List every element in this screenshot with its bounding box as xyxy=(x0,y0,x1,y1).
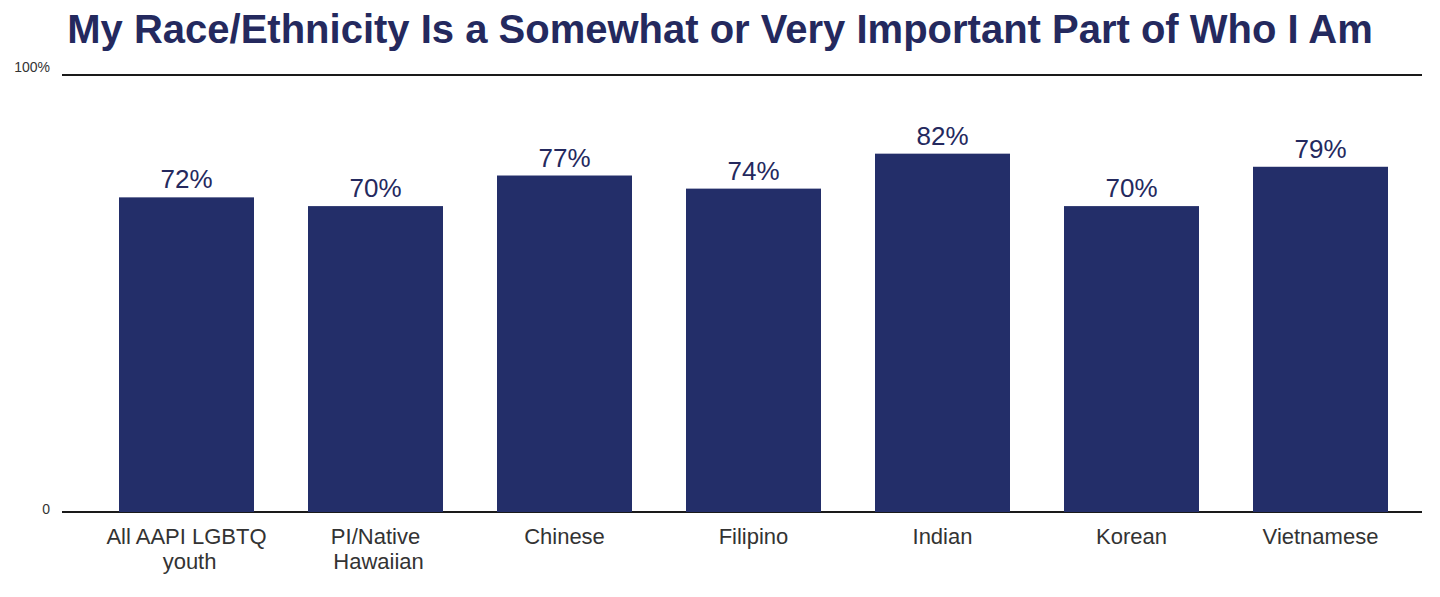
data-label: 77% xyxy=(538,143,590,173)
category-label: Filipino xyxy=(719,524,789,549)
bar xyxy=(686,189,821,512)
bar xyxy=(497,176,632,512)
category-label-line: Korean xyxy=(1096,524,1167,549)
bars xyxy=(119,154,1388,512)
title: My Race/Ethnicity Is a Somewhat or Very … xyxy=(67,7,1372,51)
category-label-line: Filipino xyxy=(719,524,789,549)
category-label: Indian xyxy=(913,524,973,549)
grid-line xyxy=(62,74,1422,76)
data-label: 72% xyxy=(160,164,212,194)
category-label-line: Hawaiian xyxy=(327,549,424,574)
category-label-line: PI/Native xyxy=(331,524,420,549)
category-label-line: All AAPI LGBTQ xyxy=(106,524,266,549)
bar xyxy=(308,206,443,512)
bar xyxy=(119,197,254,512)
bar xyxy=(875,154,1010,512)
chart: My Race/Ethnicity Is a Somewhat or Very … xyxy=(0,0,1440,597)
data-label: 79% xyxy=(1294,134,1346,164)
category-label: All AAPI LGBTQ youth xyxy=(106,524,266,574)
category-label: Chinese xyxy=(524,524,605,549)
bar xyxy=(1064,206,1199,512)
category-label: Korean xyxy=(1096,524,1167,549)
category-label-line: youth xyxy=(157,549,217,574)
category-label: Vietnamese xyxy=(1263,524,1379,549)
tick-label: 100% xyxy=(14,59,50,75)
data-label: 70% xyxy=(349,173,401,203)
data-label: 82% xyxy=(916,121,968,151)
category-label-line: Chinese xyxy=(524,524,605,549)
bar xyxy=(1253,167,1388,512)
data-label: 70% xyxy=(1105,173,1157,203)
category-label: PI/Native Hawaiian xyxy=(327,524,424,574)
category-label-line: Vietnamese xyxy=(1263,524,1379,549)
data-label: 74% xyxy=(727,156,779,186)
tick-label: 0 xyxy=(42,501,50,517)
category-label-line: Indian xyxy=(913,524,973,549)
